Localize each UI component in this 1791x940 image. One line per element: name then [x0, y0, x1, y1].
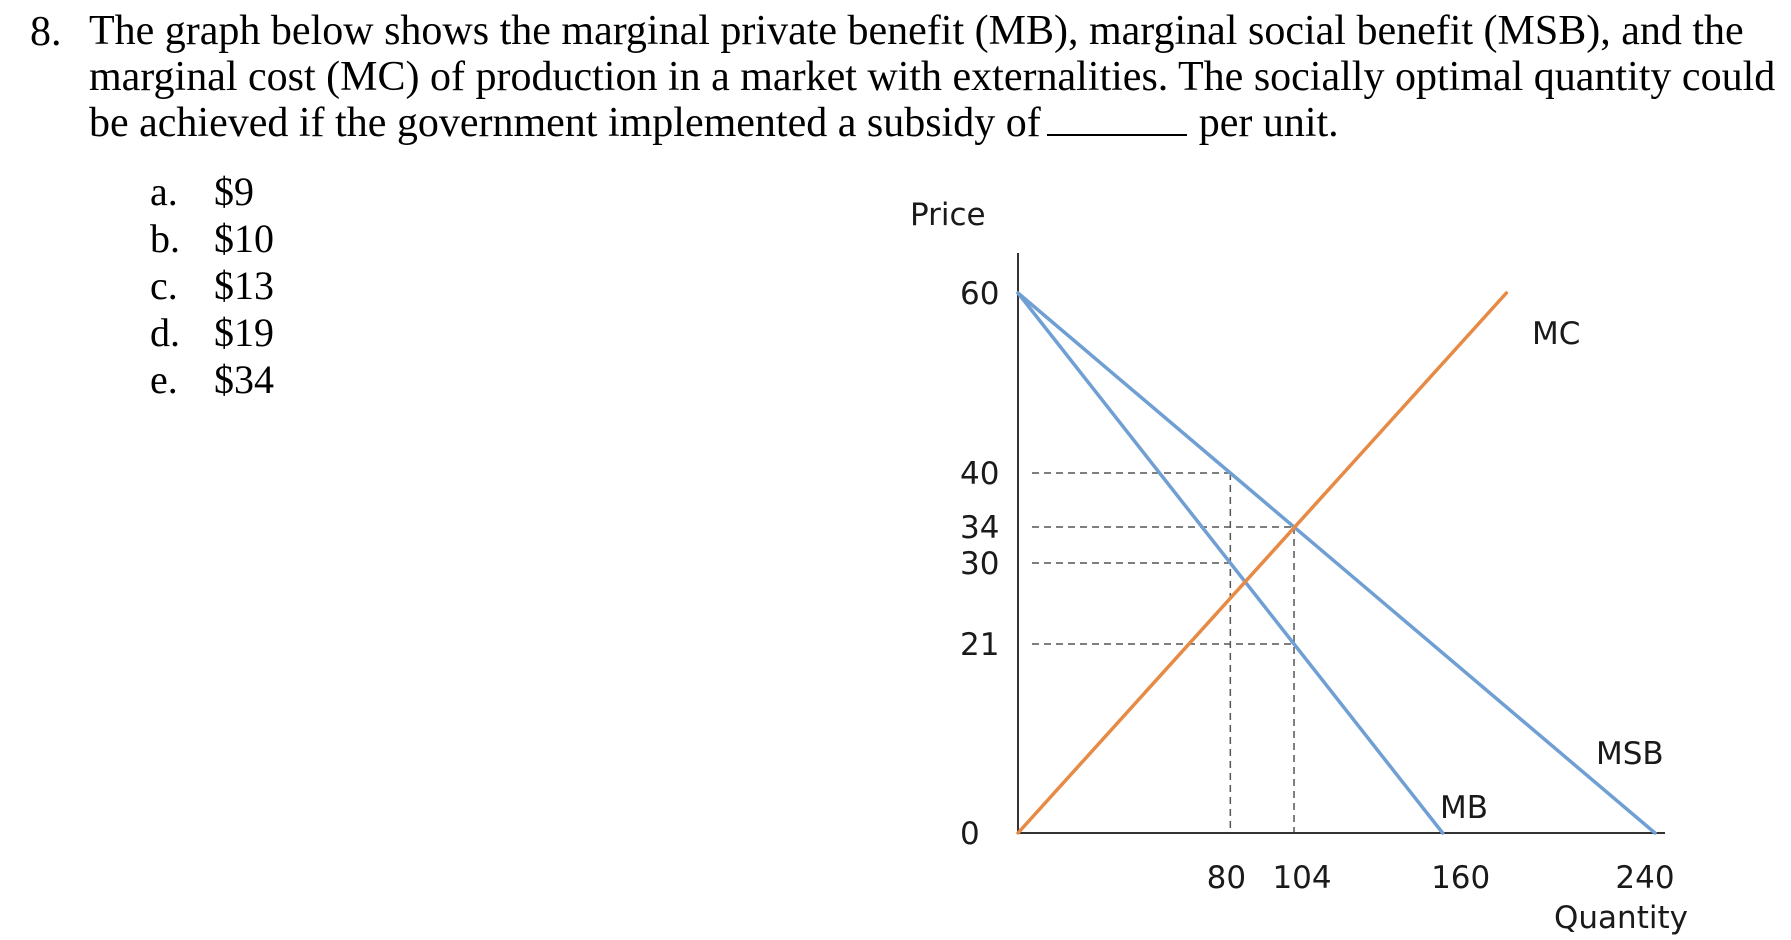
guide-lines: [1032, 472, 1295, 833]
y-tick-label: 0: [960, 816, 980, 852]
option-b[interactable]: b. $10: [150, 215, 274, 262]
option-d[interactable]: d. $19: [150, 309, 274, 356]
option-value: $19: [214, 310, 274, 355]
x-tick-label: 240: [1615, 860, 1674, 896]
x-tick-label: 104: [1272, 860, 1331, 896]
option-letter: b.: [150, 216, 180, 261]
option-value: $13: [214, 263, 274, 308]
mb-label: MB: [1440, 790, 1488, 826]
msb-label: MSB: [1596, 736, 1664, 772]
mb-curve: [1016, 291, 1445, 835]
option-letter: c.: [150, 263, 178, 308]
answer-blank: [1046, 104, 1187, 136]
question-line-3: be achieved if the government implemente…: [89, 100, 1779, 146]
option-value: $9: [214, 169, 254, 214]
mc-label: MC: [1532, 316, 1580, 352]
mc-curve: [1016, 291, 1509, 835]
option-e[interactable]: e. $34: [150, 356, 274, 403]
question-line-3-end: per unit.: [1198, 100, 1339, 146]
question-line-1: The graph below shows the marginal priva…: [89, 8, 1744, 54]
question-line-3-start: be achieved if the government implemente…: [89, 100, 1041, 146]
curve-labels: MB MSB MC: [1440, 316, 1664, 826]
option-letter: e.: [150, 357, 178, 402]
x-axis-label: Quantity: [1554, 900, 1688, 936]
curves: [1016, 291, 1657, 835]
y-tick-label: 34: [960, 510, 999, 546]
question-line-2: marginal cost (MC) of production in a ma…: [89, 54, 1776, 100]
option-letter: a.: [150, 169, 178, 214]
msb-curve: [1016, 291, 1657, 835]
question-text: The graph below shows the marginal priva…: [89, 8, 1779, 146]
option-c[interactable]: c. $13: [150, 262, 274, 309]
y-tick-label: 40: [960, 456, 999, 492]
x-tick-label: 80: [1207, 860, 1246, 896]
x-tick-label: 160: [1431, 860, 1490, 896]
answer-options: a. $9 b. $10 c. $13 d. $19 e. $34: [150, 168, 274, 403]
option-letter: d.: [150, 310, 180, 355]
question-number: 8.: [30, 9, 62, 55]
y-tick-label: 60: [960, 276, 999, 312]
y-axis-label: Price: [910, 197, 986, 233]
y-tick-label: 21: [960, 627, 999, 663]
option-value: $34: [214, 357, 274, 402]
option-a[interactable]: a. $9: [150, 168, 274, 215]
option-value: $10: [214, 216, 274, 261]
y-tick-label: 30: [960, 546, 999, 582]
